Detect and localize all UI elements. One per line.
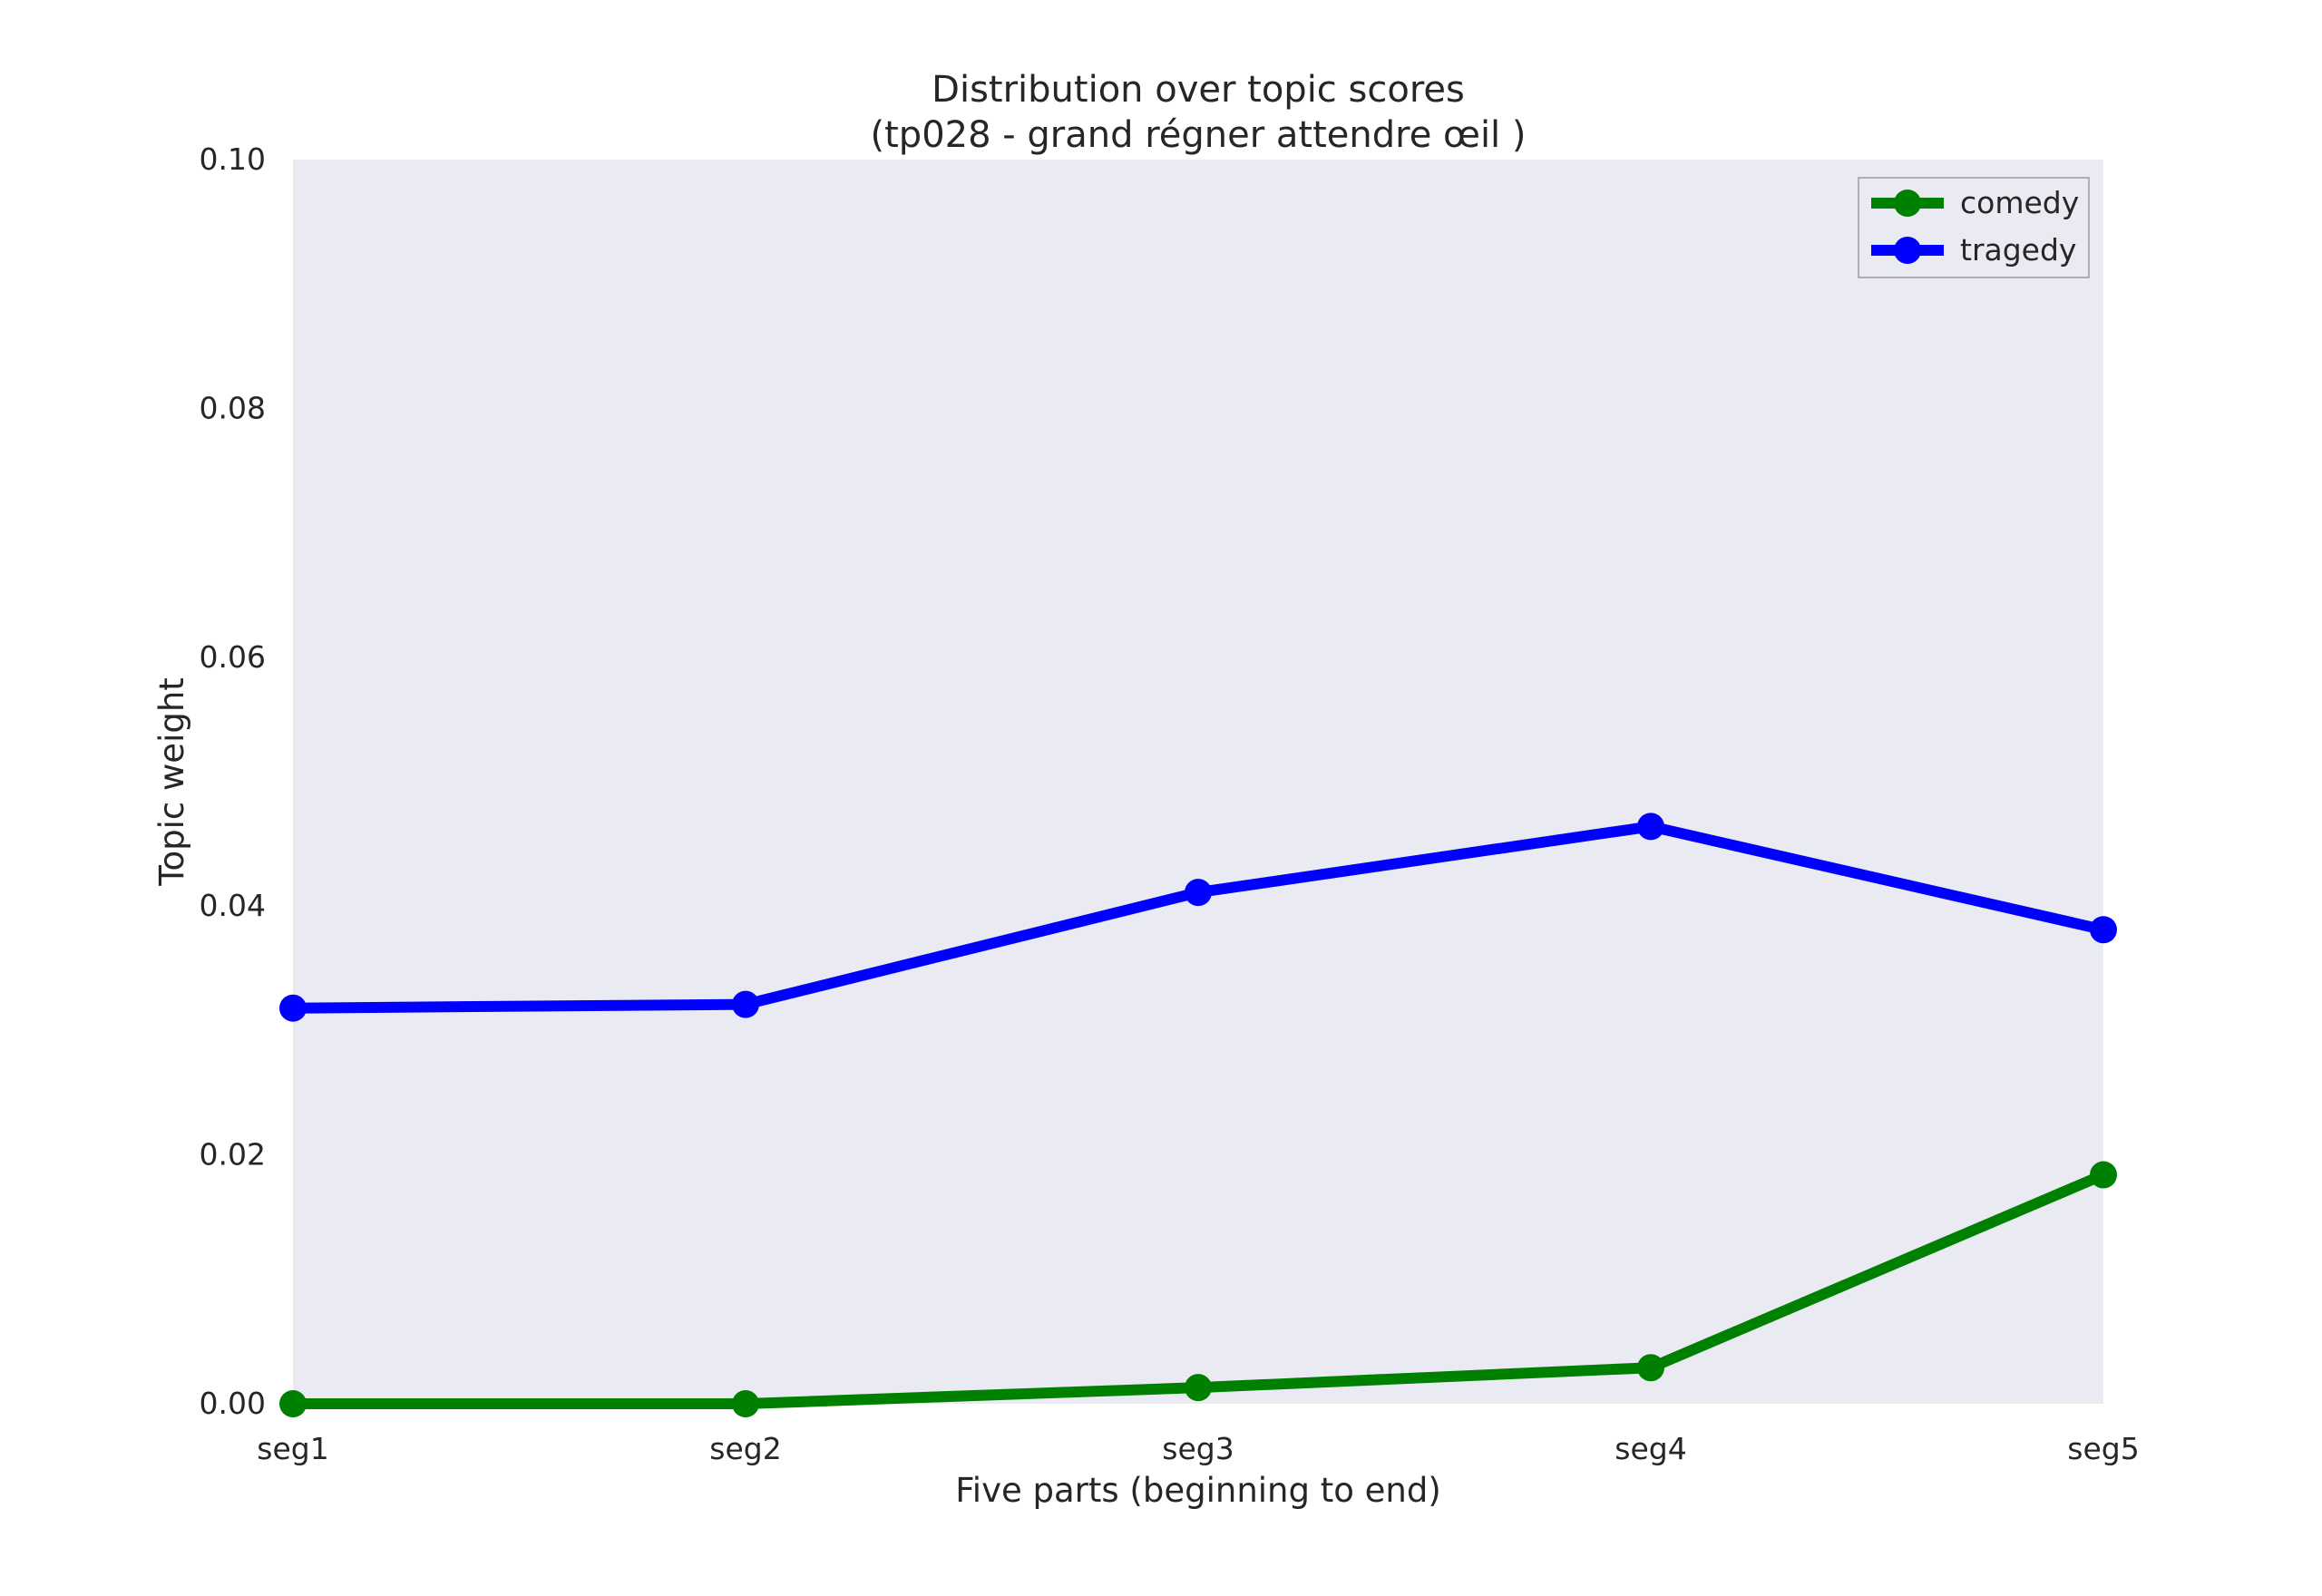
legend-box xyxy=(1858,177,2090,278)
legend: comedy tragedy xyxy=(1858,177,2090,278)
data-point-tragedy xyxy=(279,994,307,1022)
y-tick-label: 0.02 xyxy=(200,1137,266,1173)
x-tick-label: seg2 xyxy=(709,1431,781,1466)
y-tick-label: 0.08 xyxy=(200,390,266,425)
legend-label: tragedy xyxy=(1960,232,2076,268)
data-point-tragedy xyxy=(1637,813,1664,841)
legend-label: comedy xyxy=(1960,185,2079,220)
y-tick-label: 0.00 xyxy=(200,1386,266,1421)
series-comedy xyxy=(279,1161,2117,1417)
plot-area xyxy=(293,160,2103,1404)
data-point-tragedy xyxy=(732,990,759,1018)
legend-item-comedy: comedy xyxy=(1871,185,2079,220)
chart-title: Distribution over topic scores xyxy=(932,69,1465,111)
legend-marker xyxy=(1894,190,1921,217)
series-layer xyxy=(279,813,2117,1417)
data-point-comedy xyxy=(2090,1161,2117,1189)
chart-subtitle: (tp028 - grand régner attendre œil ) xyxy=(871,114,1527,156)
y-tick-label: 0.04 xyxy=(200,888,266,923)
data-point-comedy xyxy=(1185,1374,1212,1402)
data-point-tragedy xyxy=(2090,916,2117,944)
data-point-comedy xyxy=(1637,1354,1664,1382)
x-tick-label: seg3 xyxy=(1162,1431,1234,1466)
data-point-comedy xyxy=(732,1390,759,1417)
y-tick-label: 0.06 xyxy=(200,639,266,675)
x-tick-label: seg4 xyxy=(1615,1431,1686,1466)
data-point-tragedy xyxy=(1185,879,1212,907)
legend-item-tragedy: tragedy xyxy=(1871,232,2076,268)
data-point-comedy xyxy=(279,1390,307,1417)
x-axis-label: Five parts (beginning to end) xyxy=(955,1471,1441,1510)
y-tick-label: 0.10 xyxy=(200,141,266,177)
x-axis-ticks: seg1 seg2 seg3 seg4 seg5 xyxy=(257,1431,2139,1466)
series-tragedy xyxy=(279,813,2117,1022)
y-axis-label: Topic weight xyxy=(152,677,191,887)
y-axis-ticks: 0.00 0.02 0.04 0.06 0.08 0.10 xyxy=(200,141,266,1421)
x-tick-label: seg5 xyxy=(2067,1431,2139,1466)
legend-marker xyxy=(1894,237,1921,264)
x-tick-label: seg1 xyxy=(257,1431,328,1466)
